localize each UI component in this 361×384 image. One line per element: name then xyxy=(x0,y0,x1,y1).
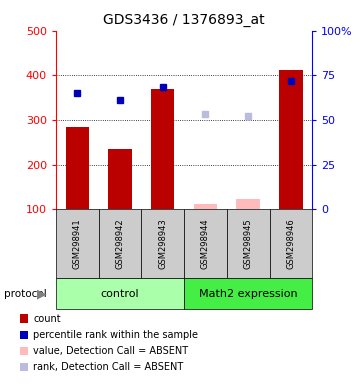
Text: ▶: ▶ xyxy=(37,287,46,300)
Bar xyxy=(151,89,174,209)
Text: control: control xyxy=(101,289,139,299)
Text: GSM298946: GSM298946 xyxy=(286,218,295,269)
Text: rank, Detection Call = ABSENT: rank, Detection Call = ABSENT xyxy=(33,362,183,372)
Bar xyxy=(194,204,217,209)
Text: count: count xyxy=(33,314,61,324)
Text: value, Detection Call = ABSENT: value, Detection Call = ABSENT xyxy=(33,346,188,356)
Bar xyxy=(236,199,260,209)
Bar xyxy=(66,127,89,209)
Bar xyxy=(108,149,132,209)
Bar xyxy=(279,70,303,209)
Title: GDS3436 / 1376893_at: GDS3436 / 1376893_at xyxy=(103,13,265,27)
Text: GSM298945: GSM298945 xyxy=(244,218,253,269)
Text: GSM298943: GSM298943 xyxy=(158,218,167,269)
Text: GSM298941: GSM298941 xyxy=(73,218,82,269)
Text: percentile rank within the sample: percentile rank within the sample xyxy=(33,330,198,340)
Text: protocol: protocol xyxy=(4,289,46,299)
Text: GSM298944: GSM298944 xyxy=(201,218,210,269)
Text: Math2 expression: Math2 expression xyxy=(199,289,297,299)
Text: GSM298942: GSM298942 xyxy=(116,218,125,269)
